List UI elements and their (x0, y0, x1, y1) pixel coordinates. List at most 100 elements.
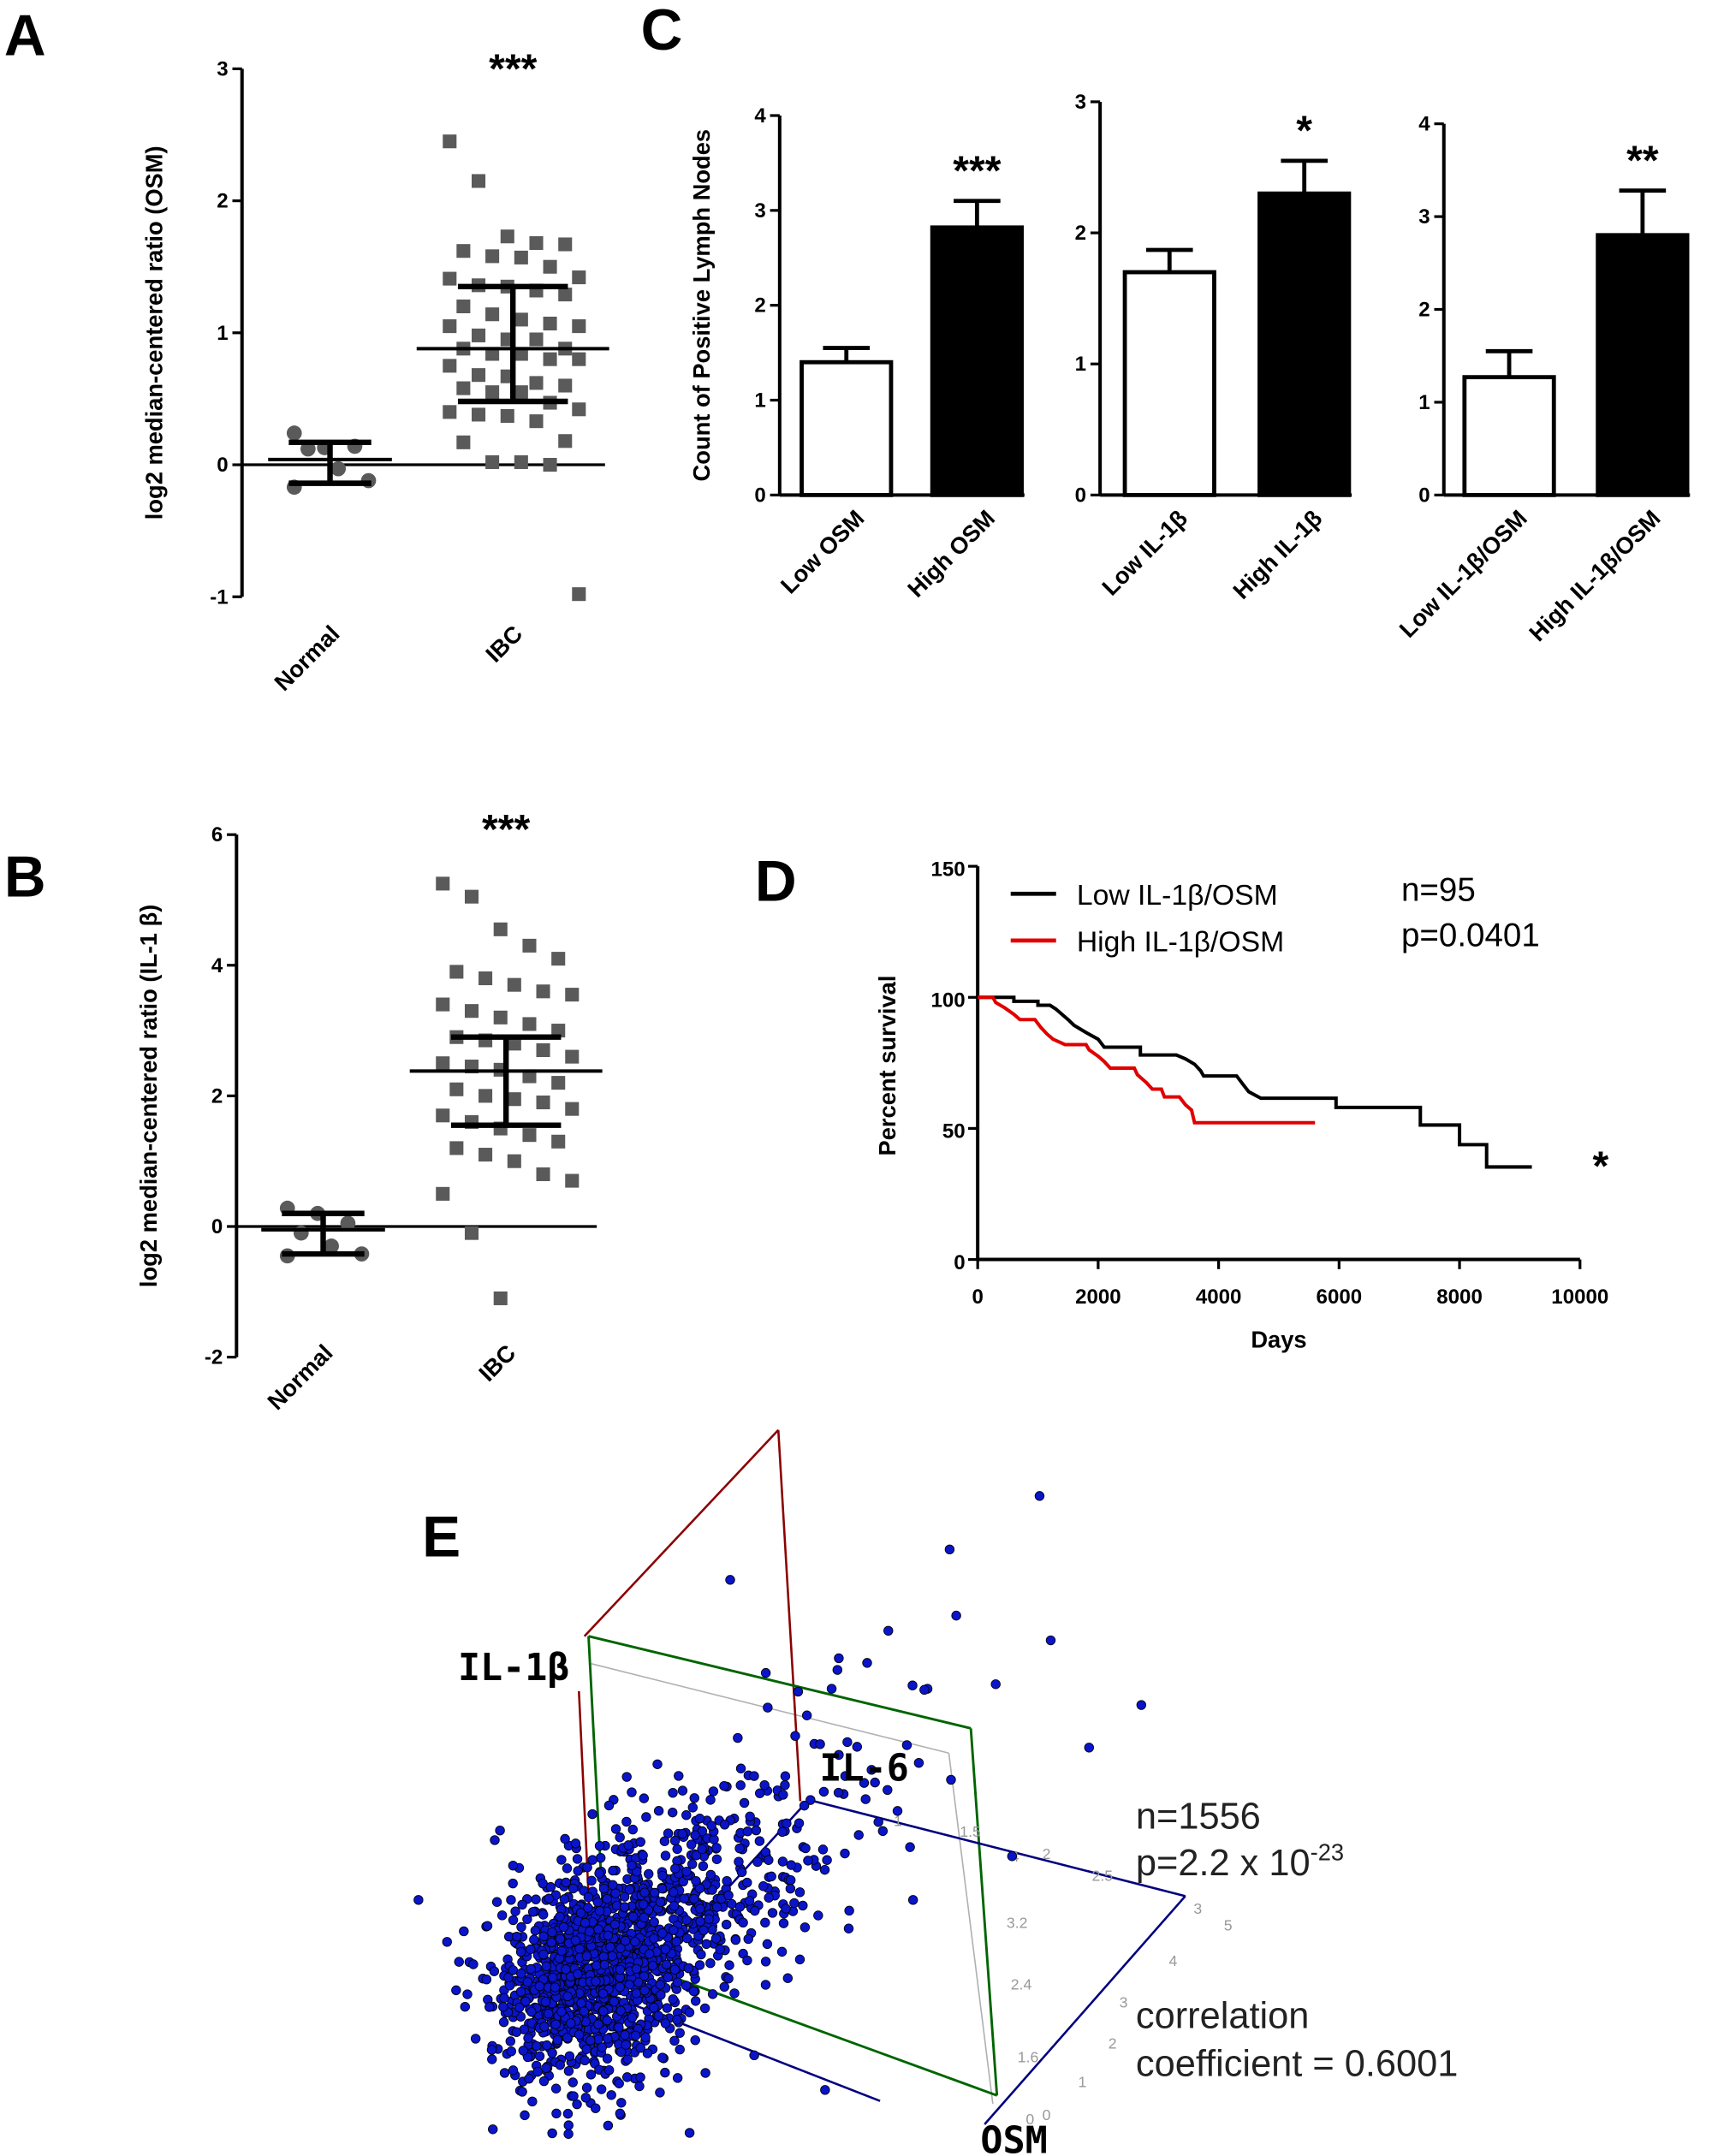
e-data-point (538, 1949, 549, 1960)
e-data-point (635, 2042, 645, 2053)
e-data-point (603, 2064, 615, 2076)
b-category-label: IBC (473, 1339, 520, 1387)
e-data-point (506, 2046, 516, 2057)
c-significance: *** (953, 147, 1002, 193)
e-data-point (624, 1885, 635, 1895)
e-data-point (706, 1820, 716, 1831)
panel-b-scatter: -2 0 2 4 6 log2 median-centered ratio (IL-1 β… (135, 806, 603, 1415)
e-data-point (873, 1817, 883, 1827)
e-data-point (564, 2051, 575, 2062)
a-point-ibc (485, 454, 500, 469)
e-data-point (576, 1998, 586, 2009)
a-point-ibc (558, 288, 573, 302)
e-data-point (489, 1966, 500, 1976)
e-data-point (579, 2006, 590, 2016)
e-data-point (530, 1925, 541, 1936)
b-point-ibc (522, 1128, 537, 1143)
e-data-point (690, 1830, 700, 1840)
e-data-point (844, 1905, 854, 1916)
e-data-point (691, 1850, 702, 1861)
e-data-point (538, 1878, 548, 1889)
e-data-point (583, 1892, 594, 1903)
e-data-point (780, 1771, 791, 1781)
e-data-point (594, 1868, 604, 1879)
b-point-ibc (479, 971, 493, 986)
e-data-point (813, 1910, 823, 1921)
e-data-point (615, 2108, 626, 2119)
e-data-point (581, 2082, 592, 2093)
c-y-tick-label: 3 (1418, 205, 1430, 229)
e-data-point (744, 1896, 755, 1906)
b-point-ibc (464, 1226, 479, 1240)
e-data-point (562, 1863, 573, 1874)
e-data-point (672, 2073, 683, 2083)
e-data-point (545, 1882, 556, 1892)
b-point-ibc (565, 988, 580, 1002)
a-point-ibc (472, 407, 486, 422)
e-data-point (691, 1875, 701, 1886)
a-point-ibc (514, 312, 528, 327)
d-y-tick-label: 150 (931, 858, 966, 881)
e-data-point (687, 1839, 697, 1850)
d-y-axis-label: Percent survival (874, 976, 901, 1156)
e-data-point (516, 1921, 526, 1933)
e-data-point (660, 1850, 671, 1861)
e-data-point (552, 2034, 562, 2046)
e-tick-label-osm: 2 (1109, 2035, 1117, 2052)
e-data-point (488, 2124, 498, 2135)
c-y-tick-label: 1 (1418, 391, 1430, 414)
e-tick-label-il6: 2 (1043, 1845, 1051, 1862)
e-data-point (672, 1977, 683, 1987)
e-data-point (660, 2067, 670, 2078)
e-data-point (515, 1946, 526, 1957)
d-x-tick-label: 0 (972, 1286, 983, 1309)
e-data-point (563, 2120, 574, 2130)
e-data-point (555, 2060, 565, 2070)
e-data-point (670, 1863, 681, 1874)
e-data-point (711, 1843, 722, 1853)
e-data-point (608, 1880, 618, 1891)
a-y-tick-label: 0 (217, 454, 228, 477)
b-point-ibc (436, 1186, 450, 1201)
e-data-point (481, 1974, 492, 1985)
e-data-point (517, 2087, 527, 2097)
e-data-point (547, 2128, 557, 2139)
e-data-point (656, 1990, 666, 2000)
e-data-point (624, 1980, 634, 1990)
e-tick-label-il6: 3 (1193, 1900, 1202, 1917)
a-point-normal (286, 425, 302, 441)
e-data-point (719, 1780, 729, 1791)
e-data-point (620, 1935, 631, 1946)
e-red-frame (776, 1429, 802, 1802)
e-data-point (522, 1914, 532, 1925)
e-data-point (834, 1749, 844, 1761)
c-y-tick-label: 0 (754, 484, 765, 507)
e-data-point (547, 2047, 557, 2058)
a-point-ibc (572, 402, 586, 417)
c-bar (1122, 270, 1216, 497)
a-point-ibc (456, 435, 471, 449)
e-data-point (781, 1904, 791, 1914)
e-data-point (573, 1866, 583, 1876)
e-data-point (508, 1860, 519, 1871)
e-data-point (657, 1883, 668, 1894)
b-point-ibc (479, 1148, 493, 1162)
e-data-point (615, 1981, 625, 1993)
d-x-tick-label: 8000 (1436, 1286, 1483, 1309)
b-point-ibc (436, 1056, 450, 1071)
e-data-point (655, 1897, 666, 1907)
e-data-point (640, 2032, 651, 2043)
e-correlation-line1: correlation (1136, 1996, 1309, 2037)
e-data-point (840, 1848, 850, 1859)
e-data-point (674, 1771, 684, 1781)
c-y-tick-label: 4 (754, 104, 766, 128)
e-data-point (550, 1982, 561, 1993)
e-data-point (532, 2066, 543, 2077)
e-data-point (782, 1818, 792, 1829)
e-data-point (689, 1793, 699, 1803)
c-bar (930, 225, 1024, 497)
c-y-tick-label: 4 (1418, 113, 1430, 136)
e-data-point (517, 1899, 527, 1910)
b-y-tick-label: 6 (211, 823, 223, 846)
e-data-point (641, 1812, 651, 1822)
